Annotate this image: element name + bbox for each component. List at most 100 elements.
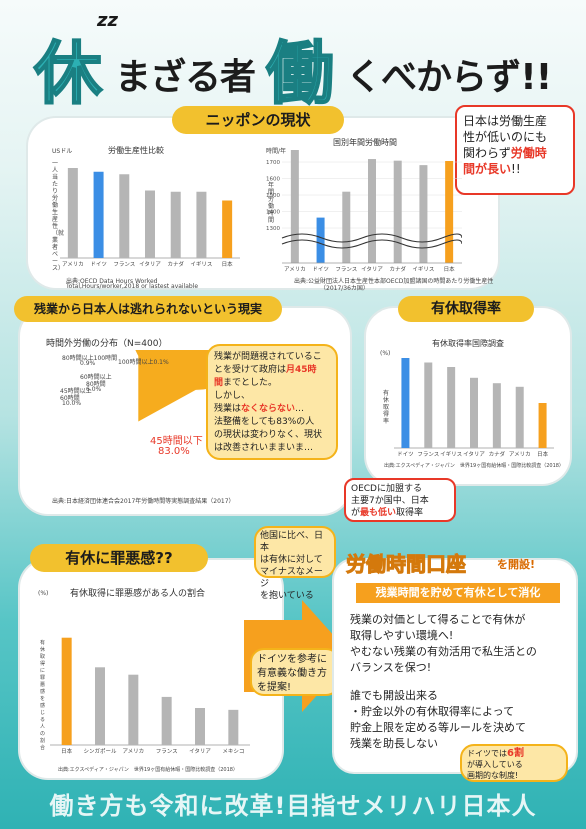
bubble-line: マイナスなメージ (260, 567, 323, 589)
chart2-source-2: （2017/36カ国） (320, 285, 369, 292)
bubble-line: 残業は (214, 404, 242, 414)
proposal-line: ・貯金以外の有休取得率によって (350, 705, 515, 718)
tick-label: 日本 (537, 450, 549, 458)
bubble-highlight: 月45時 (286, 365, 317, 375)
callout-line: 主要7か国中、日本 (351, 496, 429, 506)
title-kanji-work: 働 (265, 33, 335, 115)
chart3-label-main-1: 45時間以下 (150, 436, 203, 447)
bubble-line: までとした。 (223, 378, 278, 388)
bubble-line: は改善されいままいま… (214, 443, 314, 453)
tick-label: メキシコ (222, 748, 244, 755)
callout-line: 関わらず (463, 146, 511, 160)
bar-日本 (61, 637, 72, 745)
bar-シンガポール (95, 667, 105, 745)
chart5-ylabel: 有休取得に罪悪感を感じる人の割合 (40, 640, 46, 751)
chart3-label-45h-3: 10.0% (62, 400, 82, 407)
proposal-line: やむない残業の有効活用で私生活との (350, 645, 537, 658)
chart2-unit: 時間/年 (266, 148, 287, 155)
bar-イタリア (195, 708, 205, 745)
tick-label: 1400 (266, 210, 280, 216)
chart5-unit: (%) (38, 590, 49, 597)
tick-label: カナダ (167, 260, 184, 268)
proposal-line: バランスを保つ! (350, 661, 432, 674)
note-line: が導入している (467, 760, 523, 769)
chart1-source-1: 出典:OECD Data Hours Worked (66, 278, 158, 285)
tick-label: 1700 (266, 160, 280, 166)
bar-アメリカ (515, 386, 524, 448)
tick-label: 日本 (222, 260, 234, 268)
callout-line: が (351, 508, 361, 518)
chart2-break-top (281, 233, 462, 243)
tick-label: イタリア (189, 747, 211, 755)
bar-フランス (342, 191, 351, 263)
chart3-label-100h: 100時間以上0.1% (118, 359, 169, 366)
bubble-line: … (295, 404, 305, 414)
title-kanji-rest: 休 (33, 33, 103, 115)
proposal-subtitle: 残業時間を貯めて有休として消化 (356, 583, 560, 603)
chart4-title: 有休取得率国際調査 (432, 339, 504, 348)
tick-label: フランス (417, 451, 439, 458)
tick-label: アメリカ (122, 748, 144, 755)
sleep-zz: zz (97, 10, 118, 31)
bar-アメリカ (290, 150, 299, 263)
bubble-line: 法整備をしても83%の人 (214, 417, 315, 427)
chart2-svg: 1700 1600 1500 1400 1300 アメリカ ドイツ フランス イタリア カナダイ… (266, 150, 462, 273)
bubble-line: 有意義な働き方 (257, 668, 327, 679)
chart3-label-main-2: 83.0% (158, 446, 190, 457)
bubble-highlight: なくならない (241, 404, 296, 414)
poster-title: zz 休 まざる者 働 くべからず!! (20, 10, 580, 115)
chart3-source: 出典:日本経済団体連合会2017年労働時間等実態調査結果（2017） (52, 498, 235, 505)
callout-highlight: 間が長い (463, 162, 512, 176)
bar-メキシコ (228, 709, 239, 745)
chart3-title: 時間外労働の分布（N=400） (46, 339, 168, 349)
bar-日本 (445, 161, 454, 263)
chart1-unit: USドル (52, 148, 73, 155)
tick-label: ドイツ (312, 267, 329, 273)
tick-label: アメリカ (62, 261, 84, 268)
tick-label: カナダ (489, 450, 506, 458)
bar-日本 (538, 403, 547, 448)
tick-label: イタリア (139, 260, 161, 268)
proposal-line: 取得しやすい環境へ! (350, 629, 454, 642)
callout-line: 性が低いのにも (463, 130, 548, 144)
bubble-guilt: 他国に比べ、日本 は有休に対して マイナスなメージ を抱いている (254, 526, 336, 601)
tick-label: イギリス (190, 261, 212, 268)
bar-イギリス (419, 165, 428, 263)
bubble-highlight: 間 (214, 378, 224, 388)
callout-line: 取得率 (396, 508, 424, 518)
banner-leave-rate: 有休取得率 (398, 296, 534, 322)
proposal-title-suffix: を開設! (497, 558, 536, 571)
bar-日本 (222, 200, 233, 258)
chart1-source-2: Total,Hours/worker,2018 or lastest avail… (66, 283, 199, 290)
tick-label: ドイツ (397, 452, 414, 458)
bar-フランス (424, 362, 433, 448)
callout-leave-rate: OECDに加盟する 主要7か国中、日本 が最も低い取得率 (344, 478, 456, 522)
proposal-line: 残業を助長しない (350, 737, 438, 750)
chart4-source: 出典:エクスペディア・ジャパン 世界19ヶ国有給休暇・国際比較調査（2018） (384, 463, 564, 469)
bubble-line: を抱いている (260, 591, 314, 601)
banner-japan-status: ニッポンの現状 (172, 106, 344, 134)
bar-カナダ (170, 191, 181, 258)
chart3-label-80h-2: 0.9% (80, 360, 96, 367)
chart5-svg: 日本 シンガポール アメリカ フランス イタリア メキシコ (50, 637, 250, 755)
bar-ドイツ (401, 358, 410, 448)
chart3-label-60h-2: 80時間 (86, 381, 106, 388)
bubble-line: ドイツを参考に (257, 654, 327, 665)
proposal-line: 残業の対価として得ることで有休が (350, 613, 526, 626)
bar-イタリア (368, 159, 376, 263)
tick-label: イタリア (361, 265, 383, 273)
tick-label: 日本 (444, 265, 456, 273)
bubble-line: の現状は変わりなく、現状 (214, 430, 323, 440)
bubble-line: 残業が問題視されているこ (214, 352, 322, 362)
bar-フランス (161, 696, 172, 745)
proposal-title: 労働時間口座 (346, 552, 467, 577)
proposal-body: 残業の対価として得ることで有休が 取得しやすい環境へ! やむない残業の有効活用で… (350, 612, 537, 676)
chart4-ylabel: 有休取得率 (383, 390, 390, 425)
bar-アメリカ (67, 168, 78, 258)
banner-guilt: 有休に罪悪感?? (30, 544, 208, 572)
bubble-overtime: 残業が問題視されているこ とを受けて政府は月45時 間までとした。 しかし、 残… (206, 344, 338, 460)
proposal-line: 貯金上限を定める等ルールを決めて (350, 721, 526, 734)
bubble-line: とを受けて政府は (214, 365, 287, 375)
chart3-label-45h-2: 60時間 (60, 395, 80, 402)
